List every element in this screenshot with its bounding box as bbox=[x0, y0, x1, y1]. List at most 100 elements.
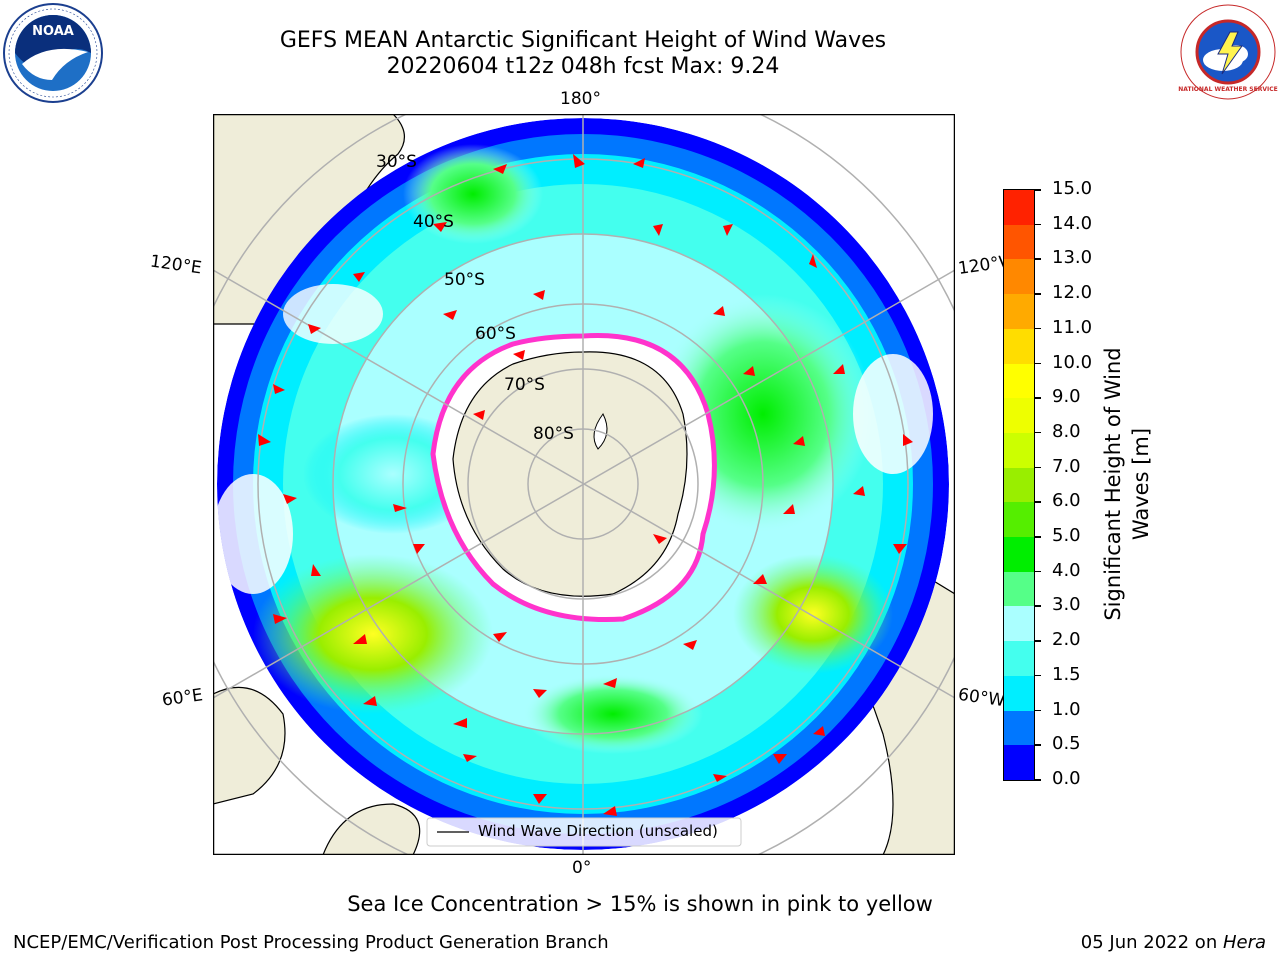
colorbar-tick-label: 7.0 bbox=[1052, 455, 1081, 477]
noaa-logo-text: NOAA bbox=[32, 24, 74, 39]
wind-arrow bbox=[653, 534, 667, 544]
colorbar-tick-mark bbox=[1035, 397, 1041, 399]
wind-arrow bbox=[533, 794, 547, 804]
colorbar-tick-mark bbox=[1035, 293, 1041, 295]
colorbar-tick-mark bbox=[1035, 223, 1041, 226]
colorbar-tick-label: 11.0 bbox=[1052, 316, 1093, 338]
colorbar-tick-label: 0.5 bbox=[1052, 733, 1081, 755]
colorbar-tick-label: 9.0 bbox=[1052, 386, 1081, 408]
colorbar-tick-mark bbox=[1035, 605, 1041, 607]
colorbar-fill bbox=[1004, 190, 1034, 780]
footer-date: 05 Jun 2022 on bbox=[1080, 932, 1223, 953]
wind-arrow bbox=[393, 504, 407, 512]
wind-arrow bbox=[443, 310, 457, 320]
wind-arrow bbox=[413, 544, 425, 554]
wind-arrow bbox=[258, 434, 271, 446]
lon-label-120e: 120°E bbox=[148, 251, 203, 279]
colorbar-tick-label: 15.0 bbox=[1052, 178, 1093, 199]
colorbar-segment bbox=[1004, 398, 1034, 433]
colorbar-tick-label: 10.0 bbox=[1052, 351, 1093, 373]
wind-arrow bbox=[493, 164, 507, 174]
colorbar-tick-mark bbox=[1035, 640, 1041, 642]
wind-arrow bbox=[353, 634, 367, 644]
lat-label: 50°S bbox=[444, 270, 485, 290]
wind-arrow bbox=[603, 806, 617, 816]
graticule bbox=[213, 114, 955, 855]
colorbar-tick-label: 4.0 bbox=[1052, 559, 1081, 581]
map-legend bbox=[426, 817, 742, 847]
colorbar-segment bbox=[1004, 571, 1034, 607]
colorbar-segment bbox=[1004, 641, 1034, 676]
wind-arrow bbox=[513, 350, 525, 360]
colorbar-tick-mark bbox=[1035, 779, 1041, 781]
colorbar-tick-mark bbox=[1035, 709, 1041, 712]
lon-label-60w: 60°W bbox=[956, 684, 1007, 712]
wind-arrow bbox=[773, 754, 787, 764]
wind-arrow bbox=[683, 640, 697, 650]
wind-arrow bbox=[353, 272, 365, 282]
wind-arrow bbox=[603, 678, 617, 688]
wind-arrow bbox=[533, 290, 545, 300]
wind-arrow bbox=[453, 718, 467, 728]
wind-arrow bbox=[853, 486, 865, 496]
wind-arrow bbox=[633, 158, 645, 168]
map-panel bbox=[213, 114, 955, 855]
colorbar-tick-mark bbox=[1035, 258, 1041, 260]
wind-arrow bbox=[573, 154, 585, 168]
colorbar-tick-mark bbox=[1035, 536, 1041, 538]
colorbar-tick-label: 0.0 bbox=[1052, 768, 1081, 789]
lon-label-180: 180° bbox=[560, 89, 601, 109]
footer-right: 05 Jun 2022 on Hera bbox=[1081, 932, 1266, 953]
map-legend-label: Wind Wave Direction (unscaled) bbox=[478, 822, 718, 840]
lat-label: 70°S bbox=[504, 375, 545, 395]
footer-machine: Hera bbox=[1222, 932, 1266, 953]
wind-arrow bbox=[283, 494, 297, 504]
wind-arrow bbox=[753, 574, 767, 584]
colorbar-tick-mark bbox=[1035, 501, 1041, 503]
colorbar-segment bbox=[1004, 259, 1034, 295]
wind-arrow bbox=[653, 224, 663, 236]
colorbar-tick-label: 13.0 bbox=[1052, 247, 1093, 269]
colorbar-segment bbox=[1004, 710, 1034, 746]
chart-title: GEFS MEAN Antarctic Significant Height o… bbox=[279, 28, 887, 53]
colorbar-segment bbox=[1004, 537, 1034, 572]
colorbar-segment bbox=[1004, 328, 1034, 364]
wind-arrow bbox=[533, 689, 547, 698]
footer-left: NCEP/EMC/Verification Post Processing Pr… bbox=[13, 932, 609, 953]
wind-arrow bbox=[809, 254, 817, 268]
colorbar-segment bbox=[1004, 224, 1034, 260]
lat-label: 30°S bbox=[376, 152, 417, 172]
noaa-logo: NOAA bbox=[2, 2, 104, 104]
colorbar-segment bbox=[1004, 467, 1034, 503]
colorbar-tick-label: 14.0 bbox=[1052, 212, 1093, 234]
wind-arrow bbox=[273, 384, 285, 394]
wind-arrow bbox=[793, 436, 805, 446]
colorbar-segment bbox=[1004, 675, 1034, 711]
wind-arrow bbox=[783, 504, 795, 514]
colorbar-tick-label: 1.5 bbox=[1052, 663, 1081, 685]
colorbar-tick-label: 2.0 bbox=[1052, 629, 1081, 651]
wind-arrow bbox=[723, 224, 733, 236]
nws-logo: NATIONAL WEATHER SERVICE bbox=[1178, 2, 1278, 102]
wind-arrow bbox=[893, 544, 907, 554]
wind-arrow bbox=[833, 364, 845, 374]
lat-label: 40°S bbox=[413, 212, 454, 232]
colorbar-tick-mark bbox=[1035, 362, 1041, 365]
sea-ice-caption: Sea Ice Concentration > 15% is shown in … bbox=[347, 892, 933, 916]
wind-arrow bbox=[463, 754, 477, 762]
wind-arrow bbox=[363, 696, 377, 706]
wind-arrow bbox=[308, 324, 321, 334]
wind-arrow bbox=[743, 366, 755, 376]
lon-label-0: 0° bbox=[572, 858, 592, 878]
colorbar-segment bbox=[1004, 363, 1034, 399]
colorbar-segment bbox=[1004, 432, 1034, 468]
colorbar-segment bbox=[1004, 294, 1034, 329]
colorbar-tick-mark bbox=[1035, 674, 1041, 677]
wind-direction-arrows bbox=[258, 154, 913, 816]
colorbar-segment bbox=[1004, 190, 1034, 225]
wind-arrow bbox=[713, 774, 727, 782]
map-frame bbox=[213, 114, 955, 855]
colorbar-tick-mark bbox=[1035, 570, 1041, 573]
lat-label: 60°S bbox=[475, 324, 516, 344]
wind-arrow bbox=[903, 434, 913, 446]
